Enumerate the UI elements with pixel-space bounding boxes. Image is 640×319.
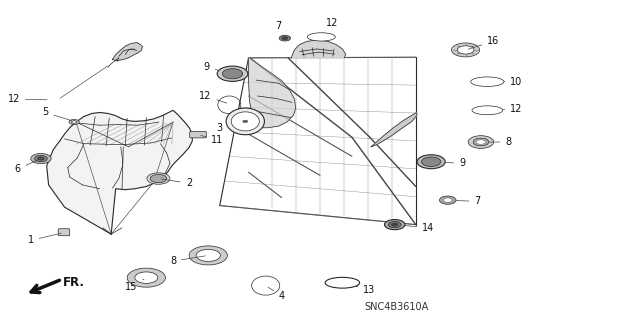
Circle shape <box>473 138 488 146</box>
Ellipse shape <box>325 277 360 288</box>
Polygon shape <box>113 43 143 60</box>
Text: 9: 9 <box>434 158 465 168</box>
Text: SNC4B3610A: SNC4B3610A <box>365 302 429 312</box>
Circle shape <box>444 198 452 202</box>
FancyBboxPatch shape <box>189 131 206 138</box>
Circle shape <box>422 157 441 167</box>
Polygon shape <box>248 58 296 128</box>
Circle shape <box>135 272 158 283</box>
Circle shape <box>473 138 488 146</box>
Circle shape <box>452 43 479 57</box>
Text: FR.: FR. <box>63 276 85 289</box>
Ellipse shape <box>470 77 504 86</box>
Text: 1: 1 <box>28 233 61 246</box>
Text: 13: 13 <box>345 283 376 295</box>
Circle shape <box>222 69 243 79</box>
Text: 16: 16 <box>468 36 500 49</box>
Text: 8: 8 <box>170 256 205 266</box>
Circle shape <box>392 223 398 226</box>
Polygon shape <box>47 110 192 234</box>
Circle shape <box>69 120 79 124</box>
Text: 7: 7 <box>451 197 481 206</box>
Polygon shape <box>371 113 417 147</box>
Circle shape <box>72 121 77 123</box>
Text: 12: 12 <box>8 94 47 104</box>
Circle shape <box>196 249 220 262</box>
Circle shape <box>417 155 445 169</box>
Text: 11: 11 <box>201 135 224 145</box>
Text: 8: 8 <box>484 137 511 147</box>
Text: 10: 10 <box>490 77 522 87</box>
Text: 12: 12 <box>490 104 523 114</box>
Ellipse shape <box>147 173 170 184</box>
Circle shape <box>440 196 456 204</box>
Text: 9: 9 <box>204 63 230 73</box>
Ellipse shape <box>252 276 280 295</box>
Ellipse shape <box>226 108 264 135</box>
Text: 15: 15 <box>125 279 144 292</box>
Circle shape <box>476 140 485 144</box>
Circle shape <box>468 136 493 148</box>
Circle shape <box>31 153 51 164</box>
Circle shape <box>385 219 405 230</box>
Ellipse shape <box>307 33 335 41</box>
Text: 6: 6 <box>15 160 38 174</box>
Text: 4: 4 <box>268 287 285 301</box>
Circle shape <box>458 46 474 54</box>
Circle shape <box>127 268 166 287</box>
Circle shape <box>279 35 291 41</box>
Text: 12: 12 <box>199 91 227 103</box>
Text: 2: 2 <box>161 178 192 188</box>
Text: 12: 12 <box>323 18 339 35</box>
Text: 14: 14 <box>397 223 435 233</box>
Circle shape <box>243 120 248 123</box>
Circle shape <box>217 66 248 81</box>
Circle shape <box>38 157 44 160</box>
FancyBboxPatch shape <box>58 229 70 236</box>
Text: 7: 7 <box>275 21 285 38</box>
Circle shape <box>189 246 227 265</box>
Circle shape <box>35 155 47 162</box>
Circle shape <box>388 221 401 228</box>
Polygon shape <box>291 40 346 58</box>
Ellipse shape <box>472 106 502 115</box>
Ellipse shape <box>231 112 259 131</box>
Circle shape <box>282 37 288 40</box>
Ellipse shape <box>218 96 241 114</box>
Text: 3: 3 <box>216 122 243 133</box>
Ellipse shape <box>150 174 167 183</box>
Text: 5: 5 <box>42 108 72 121</box>
